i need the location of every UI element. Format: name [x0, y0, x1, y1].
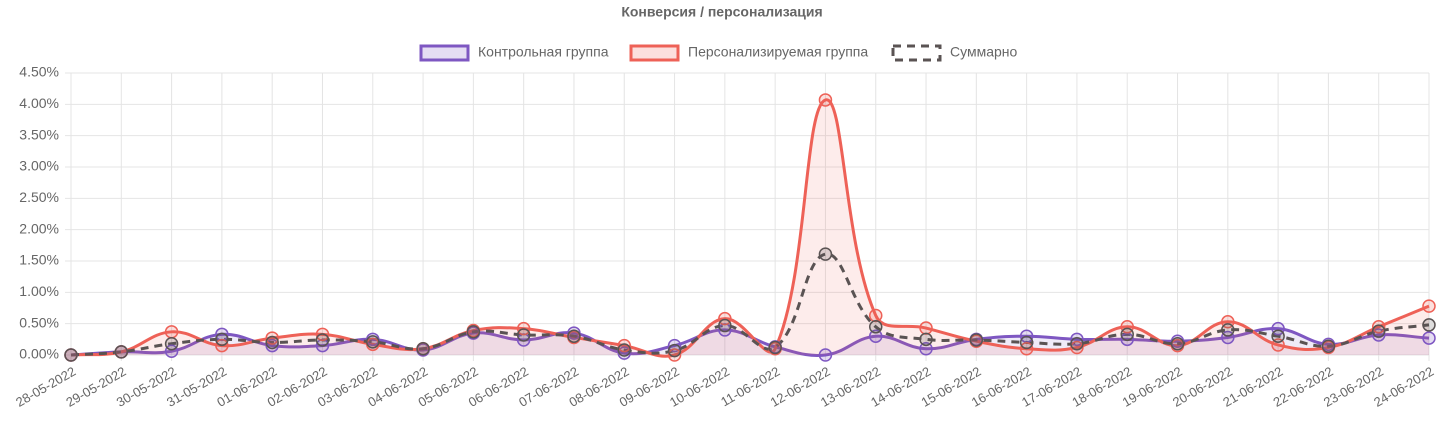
point — [667, 338, 682, 353]
legend-label: Персонализируемая группа — [688, 44, 868, 60]
point — [164, 325, 179, 339]
point — [818, 93, 833, 107]
point — [667, 343, 682, 358]
point — [1070, 336, 1084, 351]
point — [868, 308, 883, 323]
point — [567, 329, 581, 343]
legend-label: Суммарно — [950, 44, 1018, 60]
y-tick-label: 1.00% — [19, 283, 59, 299]
legend-swatch — [629, 44, 680, 62]
point — [818, 247, 833, 261]
y-tick-label: 2.50% — [19, 189, 59, 205]
point — [114, 345, 129, 359]
point — [1321, 339, 1336, 353]
point — [164, 336, 179, 351]
point — [1221, 323, 1235, 337]
point — [265, 335, 279, 350]
point — [64, 348, 78, 362]
point — [1422, 318, 1436, 332]
legend-label: Контрольная группа — [478, 44, 609, 60]
point — [919, 321, 933, 335]
point — [315, 333, 330, 347]
point — [919, 332, 933, 347]
point — [919, 341, 933, 356]
point — [617, 338, 632, 353]
y-tick-label: 4.50% — [19, 64, 59, 80]
point — [1371, 324, 1386, 338]
point — [466, 325, 481, 339]
y-tick-label: 0.50% — [19, 314, 59, 330]
point — [718, 318, 732, 333]
point — [1070, 340, 1084, 355]
point — [265, 331, 279, 345]
point — [1422, 331, 1436, 345]
area — [71, 328, 1429, 356]
point — [868, 320, 883, 334]
point — [416, 341, 430, 356]
point — [366, 335, 380, 349]
chart-title: Конверсия / персонализация — [621, 4, 822, 20]
point — [969, 333, 984, 347]
point — [1422, 299, 1436, 313]
point — [768, 340, 782, 355]
y-tick-label: 4.00% — [19, 95, 59, 111]
point — [1019, 335, 1034, 350]
y-tick-label: 0.00% — [19, 346, 59, 362]
point — [516, 328, 531, 342]
point — [718, 311, 732, 326]
point — [1120, 327, 1134, 342]
point — [1170, 336, 1185, 351]
y-tick-label: 3.50% — [19, 126, 59, 142]
point — [567, 326, 581, 340]
legend-swatch — [419, 44, 470, 62]
point — [617, 343, 632, 357]
point — [215, 332, 229, 347]
y-tick-label: 1.50% — [19, 252, 59, 268]
y-tick-label: 3.00% — [19, 158, 59, 174]
point — [818, 348, 833, 362]
y-tick-label: 2.00% — [19, 220, 59, 236]
point — [1271, 329, 1285, 343]
legend-swatch — [891, 44, 942, 62]
point — [667, 348, 682, 362]
point — [868, 329, 883, 343]
point — [1371, 320, 1386, 334]
